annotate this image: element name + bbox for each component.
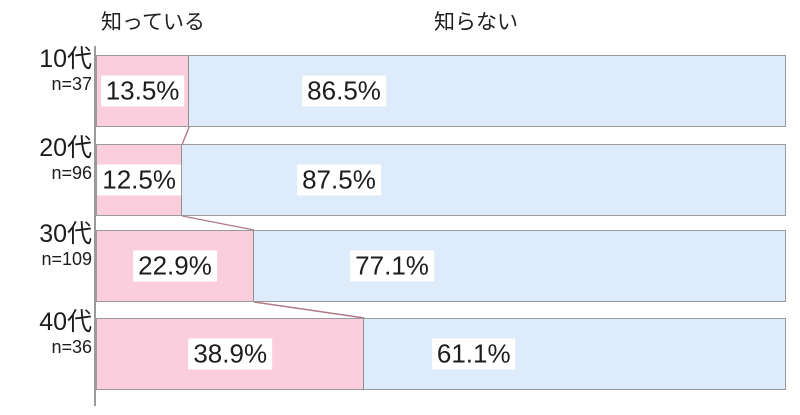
plot-area: 13.5% 86.5% 12.5% 87.5% 22.9% 77.1% 38.9% 61.1% <box>96 48 786 400</box>
bar-segment-dont-know: 87.5% <box>182 144 786 216</box>
category-sample-size: n=37 <box>51 73 92 94</box>
bar-segment-know: 13.5% <box>96 55 190 127</box>
value-label-know: 13.5% <box>100 75 185 107</box>
category-name: 10代 <box>39 45 92 73</box>
category-name: 20代 <box>39 134 92 162</box>
bar-segment-dont-know: 86.5% <box>189 55 786 127</box>
series-header-dont: 知らない <box>434 11 518 34</box>
value-label-dont-know: 61.1% <box>431 338 516 370</box>
bar-segment-know: 22.9% <box>96 230 254 302</box>
value-label-dont-know: 87.5% <box>297 164 381 196</box>
category-label: 10代 n=37 <box>39 45 92 95</box>
category-sample-size: n=36 <box>51 336 92 357</box>
value-label-dont-know: 86.5% <box>302 75 386 107</box>
bar-row: 13.5% 86.5% <box>96 55 786 127</box>
category-axis-line <box>94 46 96 406</box>
bar-row: 22.9% 77.1% <box>96 230 786 302</box>
category-label: 40代 n=36 <box>39 308 92 358</box>
category-name: 40代 <box>39 308 92 336</box>
category-label: 20代 n=96 <box>39 134 92 184</box>
category-sample-size: n=96 <box>51 162 92 183</box>
bar-segment-know: 12.5% <box>96 144 183 216</box>
category-label: 30代 n=109 <box>39 220 92 270</box>
bar-segment-dont-know: 77.1% <box>254 230 786 302</box>
series-header-know: 知っている <box>101 11 205 34</box>
category-name: 30代 <box>39 220 92 248</box>
value-label-know: 22.9% <box>133 250 217 282</box>
value-label-dont-know: 77.1% <box>350 250 434 282</box>
bar-segment-know: 38.9% <box>96 318 365 390</box>
bar-row: 38.9% 61.1% <box>96 318 786 390</box>
value-label-know: 38.9% <box>188 338 273 370</box>
bar-row: 12.5% 87.5% <box>96 144 786 216</box>
value-label-know: 12.5% <box>97 164 181 196</box>
category-sample-size: n=109 <box>41 248 92 269</box>
bar-segment-dont-know: 61.1% <box>364 318 786 390</box>
